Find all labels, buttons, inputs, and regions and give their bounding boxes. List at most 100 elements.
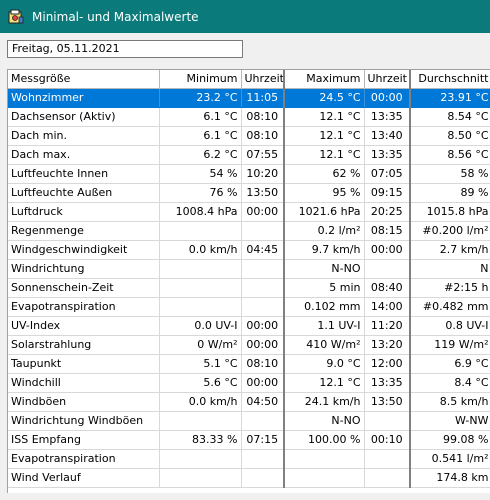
cell-min-time: 07:55 <box>241 145 285 165</box>
cell-measurement: Windrichtung <box>8 259 160 279</box>
cell-min-time <box>241 468 285 488</box>
table-row[interactable]: Dach min. 6.1 °C 08:10 12.1 °C 13:40 8.50 °C <box>8 126 490 146</box>
cell-min-time: 00:00 <box>241 373 285 393</box>
table-row[interactable]: Windgeschwindigkeit 0.0 km/h 04:45 9.7 km/h… <box>8 240 490 260</box>
date-field[interactable]: Freitag, 05.11.2021 <box>7 40 243 58</box>
cell-maximum: 100.00 % <box>283 430 365 450</box>
cell-average: 23.91 °C <box>409 88 490 108</box>
cell-max-time: 08:15 <box>364 221 411 241</box>
cell-measurement: Windrichtung Windböen <box>8 411 160 431</box>
cell-average: #0.200 l/m² <box>409 221 490 241</box>
table-row[interactable]: Windrichtung N-NO N <box>8 259 490 279</box>
window-title: Minimal- und Maximalwerte <box>32 9 199 24</box>
cell-measurement: Luftdruck <box>8 202 160 222</box>
table-row[interactable]: Sonnenschein-Zeit 5 min 08:40 #2:15 h <box>8 278 490 298</box>
cell-maximum: 0.102 mm <box>283 297 365 317</box>
cell-minimum <box>159 411 242 431</box>
cell-min-time: 04:45 <box>241 240 285 260</box>
table-row[interactable]: Windrichtung Windböen N-NO W-NW <box>8 411 490 431</box>
cell-max-time <box>364 259 411 279</box>
cell-average: 1015.8 hPa <box>409 202 490 222</box>
cell-minimum <box>159 278 242 298</box>
cell-maximum: 24.5 °C <box>283 88 365 108</box>
cell-average: 0.541 l/m² <box>409 449 490 469</box>
header-min-time[interactable]: Uhrzeit <box>241 70 285 89</box>
cell-average: 6.9 °C <box>409 354 490 374</box>
cell-measurement: Evapotranspiration <box>8 297 160 317</box>
cell-measurement: Wohnzimmer <box>8 88 160 108</box>
cell-measurement: UV-Index <box>8 316 160 336</box>
table-row[interactable]: Windböen 0.0 km/h 04:50 24.1 km/h 13:50 8.5 k… <box>8 392 490 412</box>
cell-measurement: Luftfeuchte Außen <box>8 183 160 203</box>
cell-maximum: 9.7 km/h <box>283 240 365 260</box>
table-row[interactable]: Regenmenge 0.2 l/m² 08:15 #0.200 l/m² <box>8 221 490 241</box>
cell-measurement: Luftfeuchte Innen <box>8 164 160 184</box>
header-max-time[interactable]: Uhrzeit <box>364 70 411 89</box>
cell-max-time: 13:35 <box>364 145 411 165</box>
cell-max-time: 13:50 <box>364 392 411 412</box>
cell-measurement: Evapotranspiration <box>8 449 160 469</box>
cell-max-time: 07:05 <box>364 164 411 184</box>
cell-measurement: Dach max. <box>8 145 160 165</box>
cell-minimum: 0 W/m² <box>159 335 242 355</box>
cell-min-time <box>241 449 285 469</box>
table-row[interactable]: Solarstrahlung 0 W/m² 00:00 410 W/m² 13:20 11… <box>8 335 490 355</box>
minmax-table[interactable]: Messgröße Minimum Uhrzeit Maximum Uhrzei… <box>7 69 490 493</box>
cell-average: 8.56 °C <box>409 145 490 165</box>
cell-min-time <box>241 259 285 279</box>
cell-min-time: 10:20 <box>241 164 285 184</box>
cell-measurement: Wind Verlauf <box>8 468 160 488</box>
cell-average: 8.4 °C <box>409 373 490 393</box>
table-row[interactable]: Luftfeuchte Außen 76 % 13:50 95 % 09:15 89 % <box>8 183 490 203</box>
cell-max-time <box>364 449 411 469</box>
table-row[interactable]: Dachsensor (Aktiv) 6.1 °C 08:10 12.1 °C 13:3… <box>8 107 490 127</box>
cell-max-time: 14:00 <box>364 297 411 317</box>
header-measurement[interactable]: Messgröße <box>8 70 160 89</box>
cell-average: 8.54 °C <box>409 107 490 127</box>
cell-min-time <box>241 221 285 241</box>
cell-max-time: 13:35 <box>364 373 411 393</box>
cell-min-time: 00:00 <box>241 202 285 222</box>
cell-minimum: 5.6 °C <box>159 373 242 393</box>
cell-maximum: 95 % <box>283 183 365 203</box>
cell-maximum: 1.1 UV-I <box>283 316 365 336</box>
cell-maximum: 1021.6 hPa <box>283 202 365 222</box>
cell-minimum: 83.33 % <box>159 430 242 450</box>
cell-average: 8.5 km/h <box>409 392 490 412</box>
table-row[interactable]: Luftfeuchte Innen 54 % 10:20 62 % 07:05 58 % <box>8 164 490 184</box>
cell-maximum: 24.1 km/h <box>283 392 365 412</box>
cell-measurement: Dach min. <box>8 126 160 146</box>
cell-max-time: 08:40 <box>364 278 411 298</box>
table-row[interactable]: Wohnzimmer 23.2 °C 11:05 24.5 °C 00:00 23.91 … <box>8 88 490 108</box>
table-row[interactable]: UV-Index 0.0 UV-I 00:00 1.1 UV-I 11:20 0.8 UV… <box>8 316 490 336</box>
table-row[interactable]: Wind Verlauf 174.8 km <box>8 468 490 488</box>
header-minimum[interactable]: Minimum <box>159 70 242 89</box>
header-average[interactable]: Durchschnitt <box>409 70 490 89</box>
header-maximum[interactable]: Maximum <box>283 70 365 89</box>
cell-average: N <box>409 259 490 279</box>
cell-average: 8.50 °C <box>409 126 490 146</box>
table-row[interactable]: ISS Empfang 83.33 % 07:15 100.00 % 00:10 99.0… <box>8 430 490 450</box>
cell-maximum: 12.1 °C <box>283 126 365 146</box>
cell-minimum: 54 % <box>159 164 242 184</box>
table-row[interactable]: Evapotranspiration 0.541 l/m² <box>8 449 490 469</box>
cell-max-time: 11:20 <box>364 316 411 336</box>
table-row[interactable]: Windchill 5.6 °C 00:00 12.1 °C 13:35 8.4 °C <box>8 373 490 393</box>
table-row[interactable]: Taupunkt 5.1 °C 08:10 9.0 °C 12:00 6.9 °C <box>8 354 490 374</box>
cell-min-time: 00:00 <box>241 316 285 336</box>
cell-max-time: 13:20 <box>364 335 411 355</box>
cell-average: #0.482 mm <box>409 297 490 317</box>
cell-maximum <box>283 468 365 488</box>
cell-average: 119 W/m² <box>409 335 490 355</box>
cell-max-time: 20:25 <box>364 202 411 222</box>
table-row[interactable]: Luftdruck 1008.4 hPa 00:00 1021.6 hPa 20:25 1… <box>8 202 490 222</box>
cell-maximum: 62 % <box>283 164 365 184</box>
table-row[interactable]: Evapotranspiration 0.102 mm 14:00 #0.482 mm <box>8 297 490 317</box>
cell-minimum: 1008.4 hPa <box>159 202 242 222</box>
cell-minimum <box>159 297 242 317</box>
cell-min-time <box>241 411 285 431</box>
cell-measurement: ISS Empfang <box>8 430 160 450</box>
table-row[interactable]: Dach max. 6.2 °C 07:55 12.1 °C 13:35 8.56 °C <box>8 145 490 165</box>
cell-measurement: Windchill <box>8 373 160 393</box>
cell-average: 2.7 km/h <box>409 240 490 260</box>
